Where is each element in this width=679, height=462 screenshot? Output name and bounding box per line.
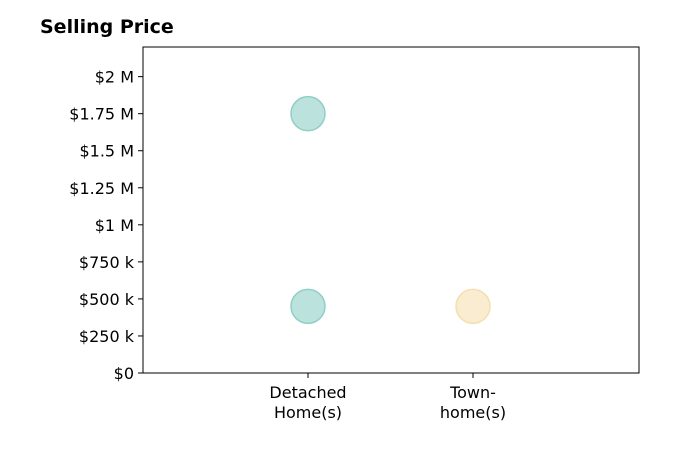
y-axis: $0 $250 k $500 k $750 k $1 M $1.25 M $1.5 M $1.… xyxy=(69,68,143,383)
y-tick-label: $750 k xyxy=(79,253,135,272)
data-point xyxy=(455,288,491,325)
y-tick-label: $1.75 M xyxy=(69,105,134,124)
data-point xyxy=(290,95,326,132)
x-tick-label: Town- xyxy=(449,383,496,402)
y-tick-label: $250 k xyxy=(79,327,135,346)
data-point xyxy=(290,288,326,325)
chart-title: Selling Price xyxy=(40,16,174,38)
plot-frame xyxy=(142,46,640,374)
y-tick-label: $1.25 M xyxy=(69,179,134,198)
y-tick-label: $1.5 M xyxy=(79,142,134,161)
x-tick-label: Detached xyxy=(269,383,346,402)
y-tick-label: $2 M xyxy=(95,68,134,87)
x-tick-label: home(s) xyxy=(440,403,506,422)
y-tick-label: $1 M xyxy=(95,216,134,235)
y-tick-label: $500 k xyxy=(79,290,135,309)
data-points xyxy=(290,95,491,325)
x-tick-label: Home(s) xyxy=(274,403,342,422)
y-tick-label: $0 xyxy=(114,364,134,383)
